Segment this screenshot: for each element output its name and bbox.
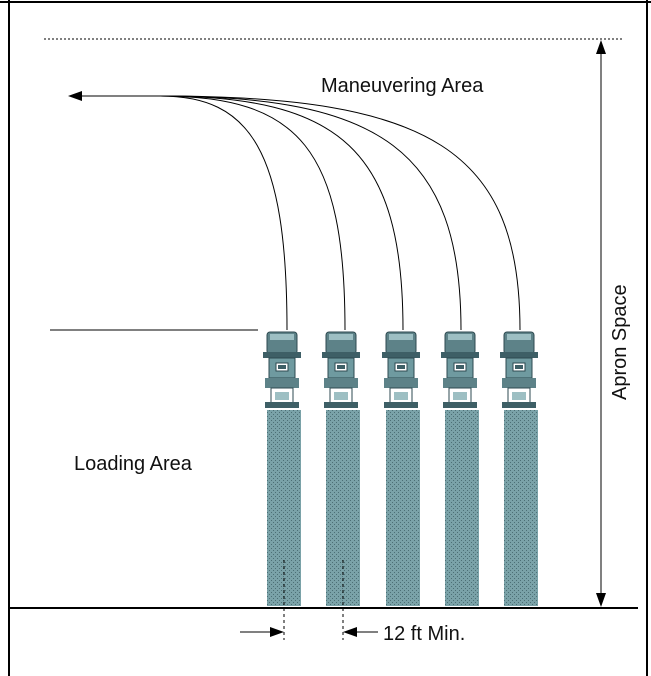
turning-paths <box>159 95 521 331</box>
apron-arrow-top <box>596 40 606 54</box>
truck-5 <box>499 331 539 607</box>
apron-space-label: Apron Space <box>609 284 631 400</box>
truck-4 <box>440 331 480 607</box>
exit-arrow-head <box>68 91 82 101</box>
spacing-min-label: 12 ft Min. <box>383 623 465 645</box>
turning-path-2 <box>159 95 346 331</box>
truck-2 <box>321 331 361 607</box>
maneuvering-area-label: Maneuvering Area <box>321 75 484 97</box>
turning-path-3 <box>159 95 404 331</box>
spacing-arrow-right-head <box>343 627 357 637</box>
turning-path-4 <box>159 95 462 331</box>
turning-path-5 <box>159 95 521 331</box>
loading-area-label: Loading Area <box>74 453 193 475</box>
truck-1 <box>262 331 302 607</box>
truck-3 <box>381 331 421 607</box>
apron-arrow-bottom <box>596 593 606 607</box>
spacing-arrow-left-head <box>270 627 284 637</box>
turning-path-1 <box>159 95 288 331</box>
